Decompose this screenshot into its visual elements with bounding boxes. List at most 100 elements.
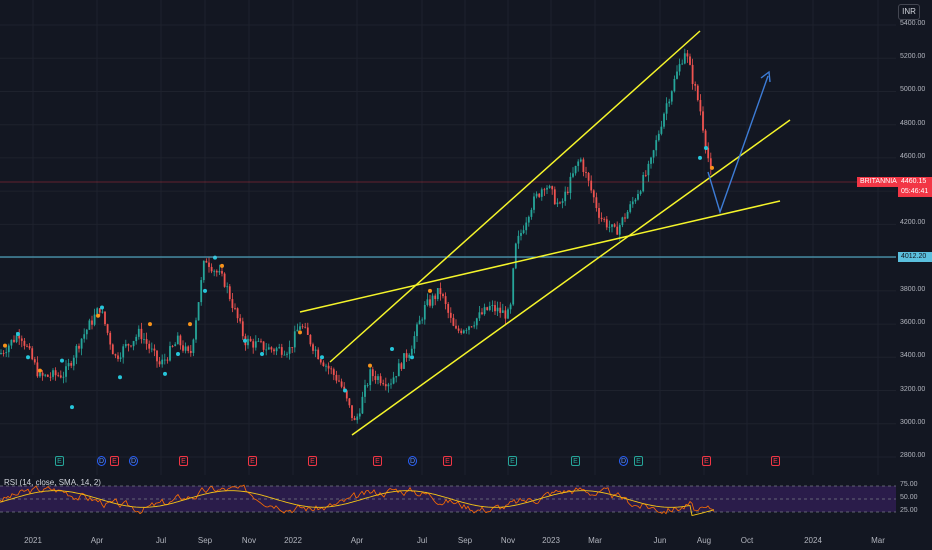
candle-body (366, 385, 369, 386)
earnings-event-icon[interactable]: E (248, 456, 257, 466)
candle-body (132, 341, 135, 347)
dividend-event-icon[interactable]: D (129, 456, 138, 466)
signal-dot (704, 145, 708, 150)
candle-body (582, 159, 585, 172)
currency-badge[interactable]: INR (898, 4, 920, 20)
dividend-event-icon[interactable]: D (408, 456, 417, 466)
candle-body (260, 340, 262, 342)
signal-dot (118, 375, 122, 380)
candle-body (676, 71, 678, 79)
candle-body (7, 345, 10, 353)
candle-body (358, 413, 361, 417)
symbol-label: BRITANNIA (860, 178, 897, 185)
candle-body (390, 383, 392, 385)
rsi-pane[interactable] (0, 475, 932, 530)
earnings-event-icon[interactable]: E (508, 456, 517, 466)
price-tick-label: 3000.00 (900, 418, 926, 426)
candle-body (267, 347, 270, 350)
signal-dot (70, 405, 74, 410)
candle-body (182, 345, 184, 351)
candle-body (106, 324, 109, 333)
candle-body (699, 100, 702, 112)
candle-body (231, 299, 234, 309)
candle-body (327, 365, 330, 369)
candle-body (223, 273, 226, 287)
earnings-event-icon[interactable]: E (179, 456, 188, 466)
candle-body (215, 270, 218, 273)
dividend-event-icon[interactable]: D (97, 456, 106, 466)
candle-body (317, 349, 320, 360)
candle-body (509, 304, 512, 310)
time-tick-label: Mar (871, 536, 885, 545)
candle-body (478, 312, 481, 319)
candle-body (135, 336, 138, 342)
candle-body (257, 340, 260, 342)
candle-body (520, 233, 522, 236)
candle-body (332, 369, 335, 375)
candle-body (322, 362, 325, 367)
candle-body (512, 268, 515, 305)
candle-body (574, 165, 577, 174)
candle-body (652, 150, 655, 158)
earnings-event-icon[interactable]: E (571, 456, 580, 466)
earnings-event-icon[interactable]: E (443, 456, 452, 466)
candle-body (442, 294, 444, 297)
candle-body (530, 209, 533, 217)
candle-body (374, 376, 377, 381)
earnings-event-icon[interactable]: E (308, 456, 317, 466)
candle-body (644, 174, 647, 176)
signal-dot (260, 351, 264, 356)
candle-body (228, 286, 231, 300)
candle-body (283, 354, 286, 356)
earnings-event-icon[interactable]: E (771, 456, 780, 466)
candle-body (457, 328, 460, 331)
earnings-event-icon[interactable]: E (110, 456, 119, 466)
earnings-event-icon[interactable]: E (55, 456, 64, 466)
candle-body (148, 343, 151, 349)
price-chart-pane[interactable] (0, 0, 932, 475)
candle-body (49, 376, 52, 378)
candle-body (353, 417, 356, 421)
candle-body (356, 416, 359, 421)
signal-dot (60, 358, 64, 363)
candle-body (0, 353, 2, 354)
candle-body (429, 299, 431, 306)
dividend-event-icon[interactable]: D (619, 456, 628, 466)
candle-body (663, 113, 665, 127)
candle-body (39, 372, 41, 377)
earnings-event-icon[interactable]: E (373, 456, 382, 466)
candle-body (384, 384, 387, 387)
candle-body (475, 318, 478, 326)
candle-body (605, 219, 608, 228)
channel-upper-line (329, 30, 701, 363)
candle-body (62, 376, 65, 378)
candle-body (119, 357, 122, 359)
candle-body (629, 204, 632, 212)
candle-body (98, 308, 101, 313)
time-tick-label: 2022 (284, 536, 302, 545)
earnings-event-icon[interactable]: E (634, 456, 643, 466)
candle-body (660, 126, 663, 134)
candle-body (195, 320, 197, 340)
candle-body (556, 202, 559, 205)
candle-body (176, 335, 179, 345)
candle-body (611, 224, 613, 227)
candle-body (683, 53, 686, 64)
candle-body (501, 310, 504, 313)
candle-body (631, 201, 634, 205)
rsi-svg[interactable] (0, 475, 932, 530)
candle-body (670, 91, 673, 102)
candle-body (309, 334, 312, 345)
candle-body (218, 271, 221, 273)
candle-body (241, 321, 244, 337)
rsi-title[interactable]: RSI (14, close, SMA, 14, 2) (4, 478, 101, 487)
price-chart-svg[interactable] (0, 0, 932, 475)
candle-body (236, 308, 239, 319)
candle-body (2, 353, 5, 354)
earnings-event-icon[interactable]: E (702, 456, 711, 466)
rsi-sma-line (0, 490, 715, 517)
candle-body (548, 186, 551, 188)
candle-body (52, 370, 54, 377)
candle-body (65, 366, 67, 377)
candle-body (124, 344, 127, 347)
